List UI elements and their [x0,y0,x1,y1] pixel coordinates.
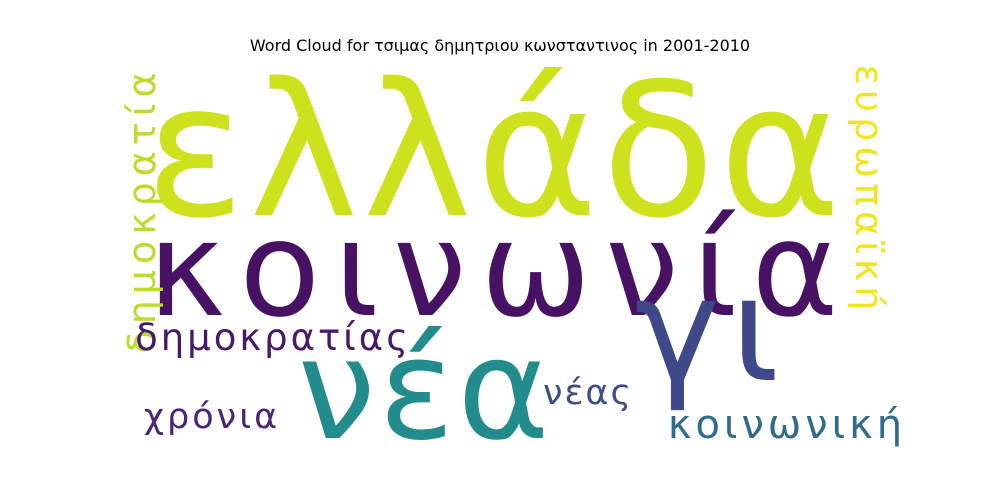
word-europaiki: ευρωπαϊκή [847,65,891,316]
word-koinoniki: κοινωνική [668,402,906,448]
word-ellada: ελλάδα [145,43,845,259]
word-koinonia: κοινωνία [148,193,853,347]
word-neas: νέας [543,373,633,413]
word-dimokratias: δημοκρατίας [135,316,411,359]
word-dimokratia: δημοκρατία [120,66,164,353]
word-nea: νέα [297,309,552,472]
word-gi: γι [635,246,790,415]
chart-title: Word Cloud for τσιμας δημητριου κωνσταντ… [249,36,751,55]
word-xronia: χρόνια [144,397,280,437]
